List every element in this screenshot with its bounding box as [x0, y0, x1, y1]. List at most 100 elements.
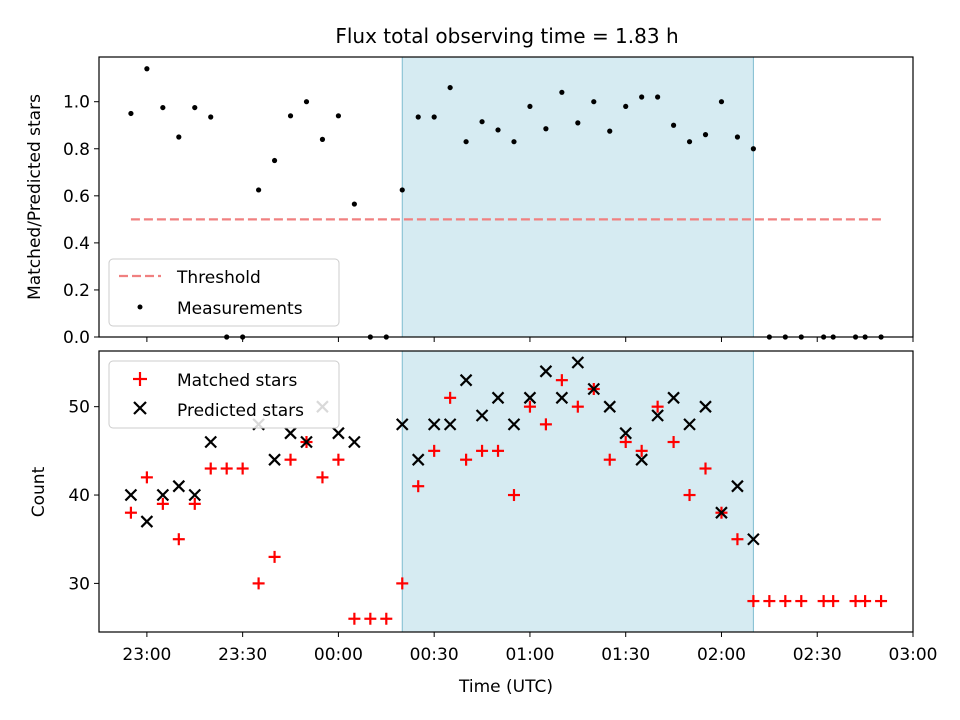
top-y-tick-label: 0.2 [63, 281, 90, 301]
measurement-point [160, 104, 166, 111]
matched-star-point [460, 453, 473, 466]
predicted-star-point [555, 391, 569, 405]
matched-star-point [492, 444, 505, 457]
matched-star-point [268, 550, 281, 563]
measurement-point [351, 201, 357, 207]
bottom-y-tick-label: 40 [68, 486, 90, 506]
predicted-star-point [172, 479, 186, 493]
matched-star-point [380, 612, 393, 625]
measurement-point [559, 89, 565, 95]
measurement-point [192, 104, 198, 111]
predicted-star-point [459, 373, 473, 387]
matched-star-point [124, 506, 137, 519]
measurement-point [208, 114, 214, 120]
matched-star-point [428, 444, 441, 457]
predicted-star-point [635, 453, 648, 466]
measurement-point [591, 99, 597, 105]
matched-star-point [316, 471, 329, 484]
matched-star-point [204, 462, 217, 475]
x-tick-label: 01:30 [601, 645, 650, 665]
top-panel: 0.0 0.2 0.4 0.6 0.8 1.0 Matched/Predicted sta… [25, 56, 914, 348]
top-y-tick-label: 0.4 [63, 234, 90, 254]
predicted-star-point [699, 400, 712, 413]
matched-star-point [731, 533, 744, 546]
predicted-star-point [731, 479, 744, 493]
bottom-highlight-span [401, 350, 754, 633]
legend-measurements-swatch [137, 304, 143, 310]
predicted-star-point [443, 418, 457, 431]
predicted-star-point [300, 435, 313, 449]
predicted-star-point [715, 506, 728, 519]
measurement-point [431, 114, 437, 120]
bottom-legend: Matched stars Predicted stars [108, 360, 340, 429]
matched-star-point [364, 612, 377, 625]
matched-star-point [172, 533, 185, 546]
predicted-star-point [284, 426, 297, 440]
predicted-star-point [188, 488, 202, 502]
matched-star-point [539, 418, 552, 431]
predicted-star-point [204, 435, 218, 449]
top-axis-ticks: 0.0 0.2 0.4 0.6 0.8 1.0 [63, 93, 914, 348]
legend-threshold-label: Threshold [176, 268, 261, 288]
measurement-point [543, 126, 549, 132]
matched-star-point [523, 400, 536, 413]
measurement-point [335, 113, 342, 119]
matched-star-point [444, 391, 457, 404]
matched-star-point [220, 462, 233, 475]
predicted-star-point [491, 391, 505, 405]
matched-star-point [827, 595, 840, 608]
matched-star-point [396, 577, 409, 590]
matched-star-point [412, 480, 425, 493]
top-y-tick-label: 0.6 [63, 187, 90, 207]
legend-matched-swatch [133, 372, 147, 386]
measurement-point [415, 114, 421, 120]
predicted-star-point [651, 409, 664, 422]
measurement-point [750, 146, 756, 152]
measurement-point [607, 128, 613, 134]
matched-star-point [284, 453, 297, 466]
matched-star-point [779, 595, 792, 608]
measurement-point [463, 139, 469, 145]
predicted-star-point [619, 426, 632, 440]
legend-matched-label: Matched stars [177, 371, 297, 391]
x-tick-label: 00:30 [410, 645, 459, 665]
matched-star-point [651, 400, 664, 413]
predicted-star-point [124, 488, 138, 502]
predicted-star-point [411, 453, 425, 466]
matched-star-point [859, 595, 872, 608]
measurement-point [128, 110, 134, 117]
matched-star-point [252, 577, 265, 590]
measurement-points [128, 66, 884, 340]
matched-star-point [795, 595, 808, 608]
measurement-point [319, 136, 326, 142]
top-y-tick-label: 0.0 [63, 328, 90, 348]
x-tick-label: 00:00 [314, 645, 363, 665]
matched-star-point [619, 436, 632, 449]
matched-star-point [555, 374, 568, 387]
matched-star-point [332, 453, 345, 466]
measurement-point [686, 139, 693, 145]
top-y-axis-label: Matched/Predicted stars [25, 94, 45, 300]
predicted-star-point [156, 488, 170, 502]
bottom-y-axis-label: Count [29, 466, 49, 517]
measurement-point [495, 127, 501, 133]
matched-star-point [476, 444, 489, 457]
measurement-point [718, 99, 725, 105]
legend-measurements-label: Measurements [177, 299, 303, 319]
bottom-y-tick-label: 50 [68, 398, 90, 418]
predicted-star-point [539, 365, 553, 378]
predicted-star-point [523, 391, 537, 405]
matched-star-point [699, 462, 712, 475]
measurement-point [287, 113, 294, 119]
predicted-star-point [427, 418, 441, 431]
x-tick-label: 23:30 [218, 645, 267, 665]
predicted-star-point [395, 418, 409, 431]
measurement-point [479, 119, 485, 125]
matched-star-point [875, 595, 888, 608]
predicted-star-point [571, 356, 585, 369]
x-tick-label: 23:00 [122, 645, 171, 665]
predicted-star-point [747, 532, 760, 546]
top-legend: Threshold Measurements [108, 258, 340, 327]
matched-star-point [603, 453, 616, 466]
